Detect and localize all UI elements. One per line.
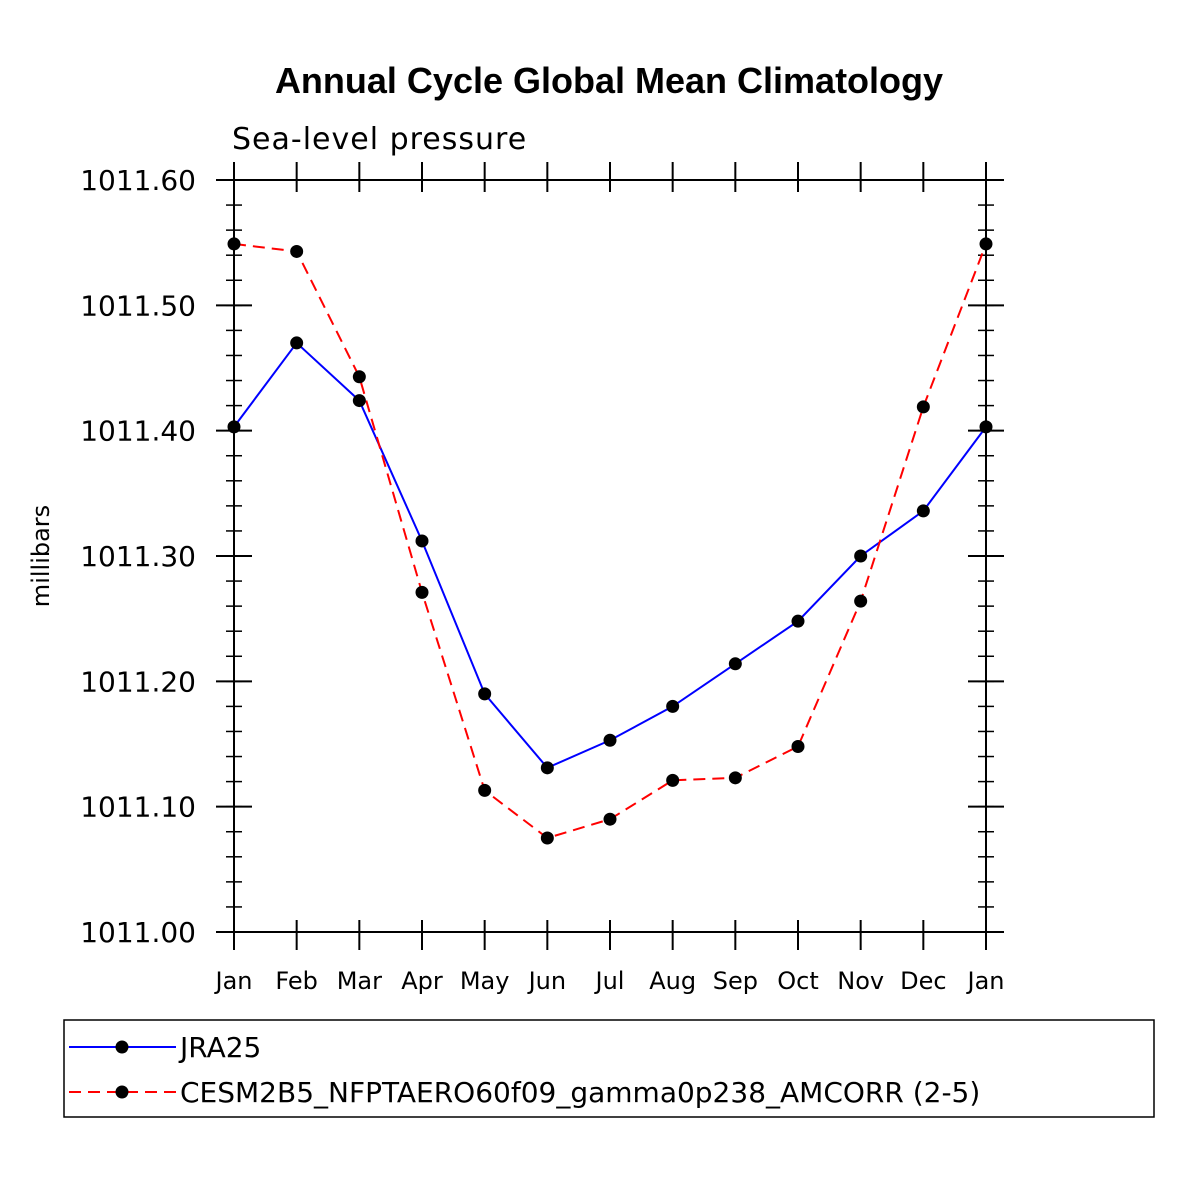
data-point-0 [352,394,366,408]
x-tick-label: Dec [900,967,946,995]
chart-subtitle: Sea-level pressure [232,122,527,157]
series-layer [227,237,993,845]
y-tick-label: 1011.40 [80,415,196,448]
x-tick-label: Aug [649,967,696,995]
legend: JRA25 CESM2B5_NFPTAERO60f09_gamma0p238_AM… [63,1019,1155,1118]
x-tick-label: Apr [401,967,443,995]
y-tick-label: 1011.50 [80,289,196,322]
data-point-1 [415,585,429,599]
legend-box [63,1019,1155,1118]
data-point-1 [603,812,617,826]
data-point-1 [791,740,805,754]
series-line-1 [233,242,987,840]
y-axis-label: millibars [27,505,55,607]
data-point-1 [540,831,554,845]
data-point-1 [478,783,492,797]
x-tick-label: Jan [214,967,253,995]
data-point-0 [728,657,742,671]
chart-title: Annual Cycle Global Mean Climatology [275,60,943,101]
legend-label-0: JRA25 [178,1031,261,1064]
x-tick-label: Nov [837,967,884,995]
x-tick-label: Jul [594,967,625,995]
x-tick-label: Jun [527,967,567,995]
x-tick-label: Mar [337,967,382,995]
x-tick-label: Feb [275,967,318,995]
data-point-0 [791,614,805,628]
x-tick-label: May [460,967,510,995]
y-tick-label: 1011.00 [80,916,196,949]
x-tick-label: Sep [713,967,758,995]
data-point-0 [290,336,304,350]
data-point-1 [290,244,304,258]
y-tick-label: 1011.30 [80,540,196,573]
data-point-0 [666,699,680,713]
data-point-1 [916,400,930,414]
y-tick-label: 1011.10 [80,791,196,824]
data-point-1 [666,773,680,787]
data-point-0 [854,549,868,563]
data-point-1 [854,594,868,608]
x-tick-label: Jan [966,967,1005,995]
y-tick-label: 1011.20 [80,665,196,698]
data-point-0 [478,687,492,701]
data-point-1 [728,771,742,785]
series-line-0 [233,341,987,770]
y-tick-label: 1011.60 [80,164,196,197]
axis-ticks: Jan Feb Mar Apr May Jun Jul Aug Sep Oct Nov Dec Jan 1… [80,162,1005,995]
legend-label-1: CESM2B5_NFPTAERO60f09_gamma0p238_AMCORR … [180,1076,980,1109]
data-point-0 [603,733,617,747]
data-point-1 [352,370,366,384]
plot-frame [233,179,987,933]
x-tick-label: Oct [777,967,819,995]
data-point-0 [415,534,429,548]
data-point-0 [540,761,554,775]
data-point-0 [916,504,930,518]
legend-marker-1 [115,1085,129,1099]
legend-marker-0 [115,1040,129,1054]
